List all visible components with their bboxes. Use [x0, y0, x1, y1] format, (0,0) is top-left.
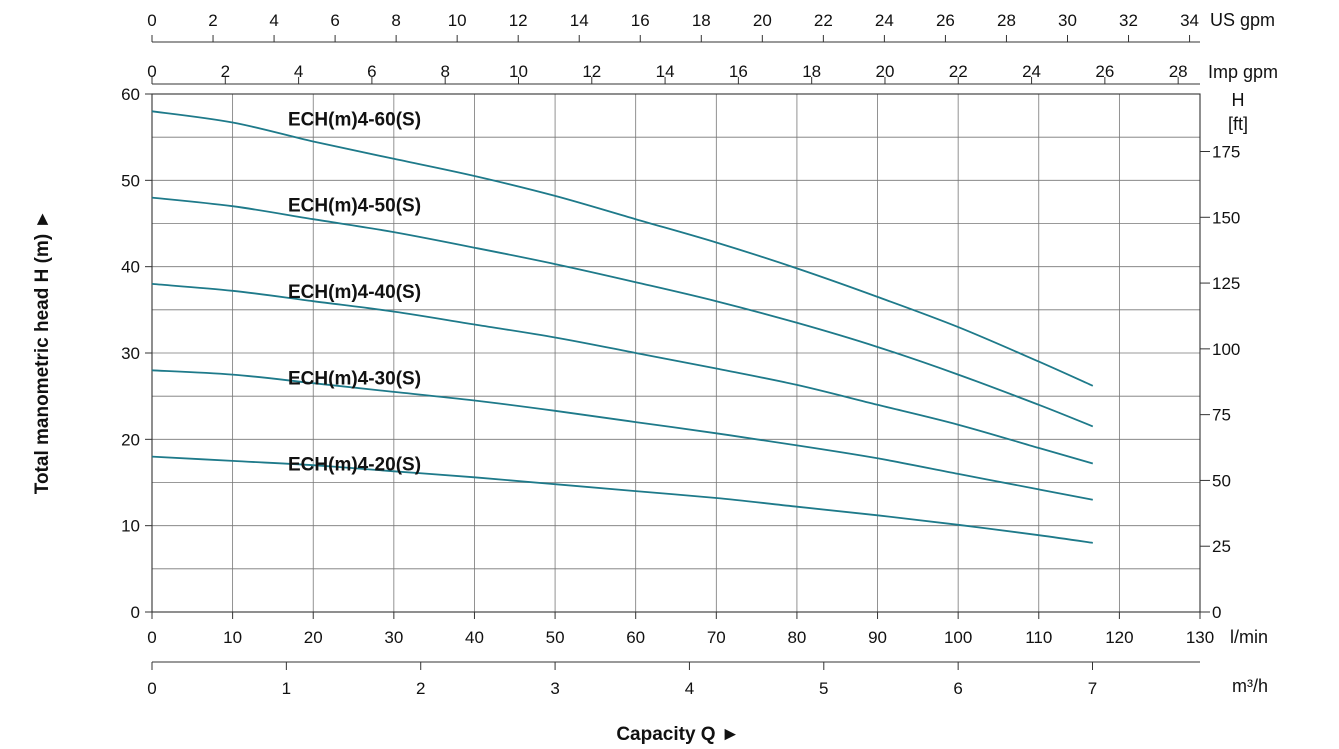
left-tick-label: 20: [121, 430, 140, 449]
left-tick-label: 50: [121, 171, 140, 190]
series-line: [151, 455, 1093, 544]
series-line: [151, 369, 1093, 501]
us-gpm-tick-label: 0: [147, 11, 156, 30]
secondary-bottom-tick-label: 2: [416, 679, 425, 698]
imp-gpm-tick-label: 6: [367, 62, 376, 81]
right-tick-label: 75: [1212, 406, 1231, 425]
us-gpm-tick-label: 2: [208, 11, 217, 30]
us-gpm-tick-label: 24: [875, 11, 894, 30]
left-tick-label: 10: [121, 517, 140, 536]
us-gpm-tick-label: 10: [448, 11, 467, 30]
us-gpm-tick-label: 34: [1180, 11, 1199, 30]
right-tick-label: 150: [1212, 208, 1240, 227]
us-gpm-tick-label: 16: [631, 11, 650, 30]
bottom-tick-label: 130: [1186, 628, 1214, 647]
series-label: ECH(m)4-60(S): [288, 109, 421, 130]
series-label: ECH(m)4-50(S): [288, 196, 421, 217]
bottom-tick-label: 120: [1105, 628, 1133, 647]
bottom-tick-label: 100: [944, 628, 972, 647]
series-line: [151, 283, 1094, 465]
secondary-bottom-tick-label: 0: [147, 679, 156, 698]
right-tick-label: 25: [1212, 537, 1231, 556]
imp-gpm-tick-label: 8: [440, 62, 449, 81]
series-line: [151, 196, 1094, 428]
series-label: ECH(m)4-40(S): [288, 282, 421, 303]
bottom-tick-label: 60: [626, 628, 645, 647]
us-gpm-tick-label: 4: [269, 11, 278, 30]
us-gpm-tick-label: 22: [814, 11, 833, 30]
bottom-tick-label: 40: [465, 628, 484, 647]
left-tick-label: 30: [121, 344, 140, 363]
right-tick-label: 100: [1212, 340, 1240, 359]
us-gpm-tick-label: 8: [391, 11, 400, 30]
performance-curves: [151, 110, 1094, 544]
bottom-tick-label: 70: [707, 628, 726, 647]
secondary-bottom-tick-label: 6: [953, 679, 962, 698]
imp-gpm-tick-label: 22: [949, 62, 968, 81]
imp-gpm-tick-label: 14: [656, 62, 675, 81]
imp-gpm-tick-label: 10: [509, 62, 528, 81]
secondary-bottom-axis-unit: m³/h: [1232, 676, 1268, 696]
us-gpm-tick-label: 32: [1119, 11, 1138, 30]
us-gpm-tick-label: 26: [936, 11, 955, 30]
right-tick-label: 50: [1212, 471, 1231, 490]
right-tick-label: 125: [1212, 274, 1240, 293]
secondary-bottom-tick-label: 3: [550, 679, 559, 698]
imp-gpm-tick-label: 18: [802, 62, 821, 81]
bottom-tick-label: 110: [1025, 628, 1052, 647]
y-axis-title: Total manometric head H (m) ►: [32, 210, 53, 495]
us-gpm-tick-label: 20: [753, 11, 772, 30]
imp-gpm-tick-label: 0: [147, 62, 156, 81]
bottom-tick-label: 50: [546, 628, 565, 647]
imp-gpm-tick-label: 2: [221, 62, 230, 81]
curve-labels: ECH(m)4-60(S) ECH(m)4-50(S) ECH(m)4-40(S) E…: [288, 109, 421, 475]
imp-gpm-tick-label: 4: [294, 62, 303, 81]
left-tick-label: 0: [131, 603, 140, 622]
secondary-bottom-tick-label: 5: [819, 679, 828, 698]
us-gpm-axis-unit: US gpm: [1210, 10, 1275, 30]
bottom-axis-unit: l/min: [1230, 627, 1268, 647]
us-gpm-tick-label: 14: [570, 11, 589, 30]
imp-gpm-axis-unit: Imp gpm: [1208, 62, 1278, 82]
bottom-tick-label: 80: [787, 628, 806, 647]
bottom-tick-label: 30: [384, 628, 403, 647]
bottom-tick-label: 0: [147, 628, 156, 647]
left-tick-label: 60: [121, 85, 140, 104]
imp-gpm-tick-label: 20: [876, 62, 895, 81]
right-axis-unit: [ft]: [1228, 114, 1248, 134]
imp-gpm-tick-label: 12: [582, 62, 601, 81]
grid: [151, 93, 1201, 613]
imp-gpm-tick-label: 28: [1169, 62, 1188, 81]
bottom-tick-label: 20: [304, 628, 323, 647]
right-axis-unit: H: [1232, 90, 1245, 110]
imp-gpm-tick-label: 16: [729, 62, 748, 81]
us-gpm-tick-label: 30: [1058, 11, 1077, 30]
series-label: ECH(m)4-30(S): [288, 368, 421, 389]
secondary-bottom-tick-label: 4: [685, 679, 694, 698]
imp-gpm-tick-label: 26: [1095, 62, 1114, 81]
x-axis-title: Capacity Q ►: [616, 724, 739, 745]
us-gpm-tick-label: 12: [509, 11, 528, 30]
us-gpm-tick-label: 28: [997, 11, 1016, 30]
series-label: ECH(m)4-20(S): [288, 455, 421, 476]
series-line: [151, 110, 1094, 387]
secondary-bottom-tick-label: 7: [1088, 679, 1097, 698]
right-tick-label: 0: [1212, 603, 1221, 622]
bottom-tick-label: 10: [223, 628, 242, 647]
bottom-tick-label: 90: [868, 628, 887, 647]
imp-gpm-tick-label: 24: [1022, 62, 1041, 81]
us-gpm-tick-label: 18: [692, 11, 711, 30]
right-tick-label: 175: [1212, 142, 1240, 161]
secondary-bottom-tick-label: 1: [282, 679, 291, 698]
us-gpm-tick-label: 6: [330, 11, 339, 30]
left-tick-label: 40: [121, 258, 140, 277]
